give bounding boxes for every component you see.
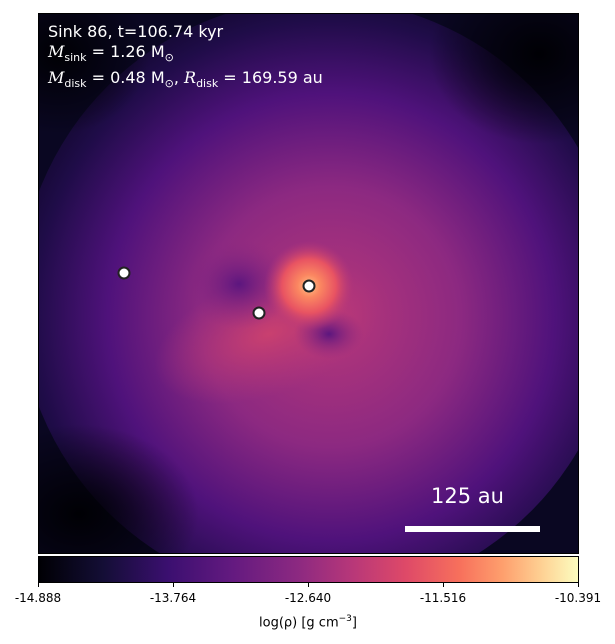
sink-marker (252, 306, 266, 320)
colorbar-tick (578, 583, 579, 587)
colorbar (38, 556, 579, 583)
sink-marker (302, 279, 316, 293)
colorbar-tick-label: -12.640 (284, 591, 332, 605)
sink-markers (117, 266, 316, 320)
sink-mass: Msink = 1.26 M⊙ (48, 42, 174, 65)
sink-info: Sink 86, t=106.74 kyr Msink = 1.26 M⊙ Md… (48, 22, 323, 94)
colorbar-tick-label: -13.764 (149, 591, 197, 605)
sink-marker (117, 266, 131, 280)
scale-bar-label: 125 au (431, 484, 504, 508)
colorbar-tick (173, 583, 174, 587)
scale-bar (405, 526, 540, 532)
colorbar-label: log(ρ) [g cm−3] (259, 614, 357, 631)
colorbar-tick-label: -11.516 (419, 591, 467, 605)
density-map: Sink 86, t=106.74 kyr Msink = 1.26 M⊙ Md… (38, 13, 579, 554)
disk-properties: Mdisk = 0.48 M⊙, Rdisk = 169.59 au (48, 68, 323, 91)
colorbar-tick (38, 583, 39, 587)
density-image (39, 14, 578, 553)
colorbar-tick (443, 583, 444, 587)
colorbar-tick-label: -14.888 (14, 591, 62, 605)
colorbar-tick (308, 583, 309, 587)
colorbar-tick-label: -10.391 (554, 591, 602, 605)
sink-title: Sink 86, t=106.74 kyr (48, 22, 224, 41)
